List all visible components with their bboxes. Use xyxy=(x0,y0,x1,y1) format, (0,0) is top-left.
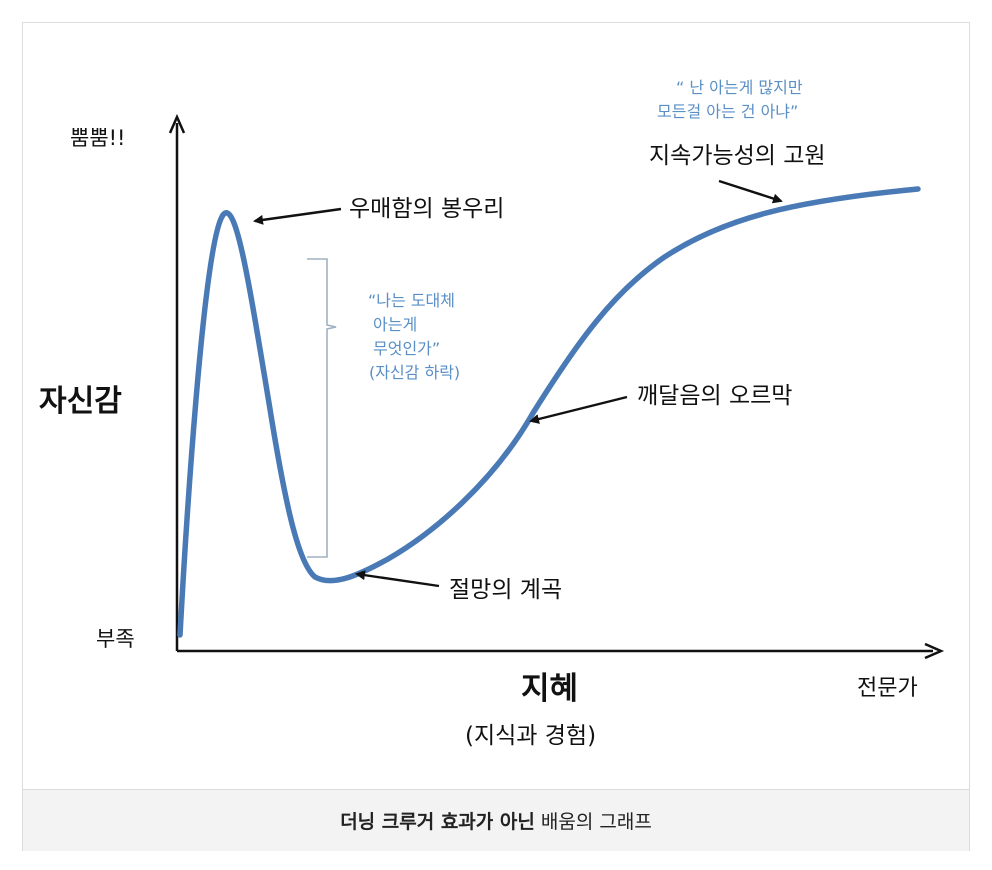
y-axis-top-label: 뿜뿜!! xyxy=(70,126,125,150)
caption-bold-text: 더닝 크루거 효과가 아닌 xyxy=(340,811,535,833)
confidence-curve xyxy=(177,186,921,638)
caption-normal-text: 배움의 그래프 xyxy=(540,811,652,833)
figure-caption: 더닝 크루거 효과가 아닌 배움의 그래프 xyxy=(23,789,969,851)
quote-fall-line-4: (자신감 하락) xyxy=(369,363,460,382)
quote-fall-line-3: 무엇인가” xyxy=(373,339,440,358)
learning-curve-diagram: 뿜뿜!! 자신감 부족 지혜 (지식과 경험) 전문가 우매함의 봉우리 절망의… xyxy=(39,78,945,749)
quote-fall-line-1: “나는 도대체 xyxy=(368,291,455,310)
confidence-drop-bracket xyxy=(307,258,337,558)
x-axis-title: 지혜 xyxy=(521,671,578,707)
x-axis-subtitle: (지식과 경험) xyxy=(465,723,596,749)
figure: 뿜뿜!! 자신감 부족 지혜 (지식과 경험) 전문가 우매함의 봉우리 절망의… xyxy=(22,22,970,851)
plateau-label: 지속가능성의 고원 xyxy=(649,143,826,169)
quote-top-line-2: 모든걸 아는 건 아냐” xyxy=(657,102,798,121)
quote-fall-line-2: 아는게 xyxy=(373,315,417,334)
peak-label: 우매함의 봉우리 xyxy=(349,196,504,222)
quote-top-line-1: “ 난 아는게 많지만 xyxy=(676,78,803,97)
plateau-arrow xyxy=(718,179,783,204)
y-axis-arrowhead xyxy=(168,113,186,134)
slope-label: 깨달음의 오르막 xyxy=(637,383,792,409)
y-axis-bottom-label: 부족 xyxy=(96,627,135,651)
valley-label: 절망의 계곡 xyxy=(449,577,562,603)
x-axis-end-label: 전문가 xyxy=(857,676,918,701)
slope-arrow xyxy=(529,395,628,424)
peak-arrow xyxy=(253,207,342,225)
x-axis-arrowhead xyxy=(924,642,945,660)
y-axis-title: 자신감 xyxy=(39,384,122,419)
valley-arrow xyxy=(355,570,440,588)
